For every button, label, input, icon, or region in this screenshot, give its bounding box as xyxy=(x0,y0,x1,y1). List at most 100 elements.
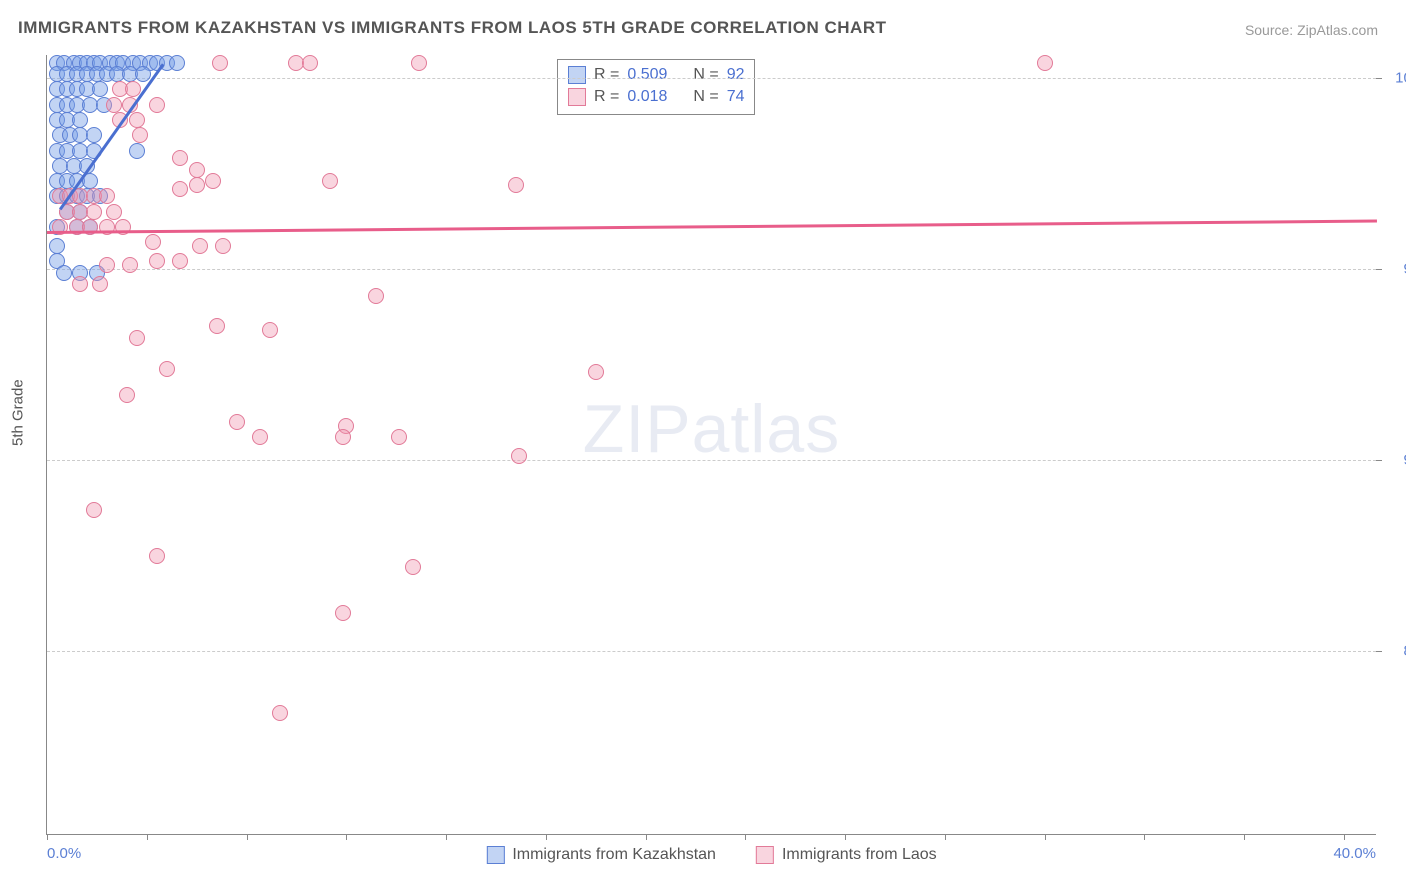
data-point xyxy=(72,112,88,128)
data-point xyxy=(335,429,351,445)
data-point xyxy=(149,97,165,113)
y-tick-label: 100.0% xyxy=(1386,69,1406,86)
data-point xyxy=(92,276,108,292)
legend-item-laos: Immigrants from Laos xyxy=(756,846,937,864)
y-tick-label: 85.0% xyxy=(1386,643,1406,660)
source-prefix: Source: xyxy=(1245,22,1297,38)
swatch-kazakhstan xyxy=(568,66,586,84)
data-point xyxy=(86,127,102,143)
swatch-laos xyxy=(568,88,586,106)
data-point xyxy=(149,253,165,269)
gridline-h xyxy=(47,269,1376,270)
x-axis-max-label: 40.0% xyxy=(1333,845,1376,862)
data-point xyxy=(129,330,145,346)
x-tick xyxy=(745,834,746,840)
y-tick xyxy=(1376,460,1382,461)
legend-row-laos: R = 0.018 N = 74 xyxy=(568,86,744,108)
legend-item-kazakhstan: Immigrants from Kazakhstan xyxy=(486,846,716,864)
data-point xyxy=(192,238,208,254)
data-point xyxy=(132,127,148,143)
swatch-kazakhstan xyxy=(486,846,504,864)
data-point xyxy=(209,318,225,334)
x-tick xyxy=(446,834,447,840)
x-tick xyxy=(546,834,547,840)
y-tick-label: 95.0% xyxy=(1386,261,1406,278)
x-tick xyxy=(646,834,647,840)
data-point xyxy=(215,238,231,254)
data-point xyxy=(159,361,175,377)
source-attribution: Source: ZipAtlas.com xyxy=(1245,22,1378,38)
data-point xyxy=(508,177,524,193)
n-value: 92 xyxy=(727,66,745,84)
data-point xyxy=(302,55,318,71)
data-point xyxy=(172,150,188,166)
x-tick xyxy=(1144,834,1145,840)
data-point xyxy=(99,257,115,273)
data-point xyxy=(129,112,145,128)
data-point xyxy=(86,502,102,518)
data-point xyxy=(368,288,384,304)
data-point xyxy=(86,204,102,220)
data-point xyxy=(411,55,427,71)
plot-area: ZIPatlas R = 0.509 N = 92 R = 0.018 N = … xyxy=(46,55,1376,835)
data-point xyxy=(106,204,122,220)
data-point xyxy=(99,188,115,204)
data-point xyxy=(169,55,185,71)
n-value: 74 xyxy=(727,88,745,106)
data-point xyxy=(252,429,268,445)
data-point xyxy=(122,257,138,273)
x-tick xyxy=(47,834,48,840)
swatch-laos xyxy=(756,846,774,864)
data-point xyxy=(262,322,278,338)
y-axis-label: 5th Grade xyxy=(10,379,27,446)
legend-row-kazakhstan: R = 0.509 N = 92 xyxy=(568,64,744,86)
y-tick xyxy=(1376,78,1382,79)
trend-line xyxy=(47,219,1377,233)
r-label: R = xyxy=(594,66,619,84)
y-tick-label: 90.0% xyxy=(1386,452,1406,469)
data-point xyxy=(72,276,88,292)
data-point xyxy=(335,605,351,621)
x-tick xyxy=(247,834,248,840)
correlation-legend: R = 0.509 N = 92 R = 0.018 N = 74 xyxy=(557,59,755,115)
data-point xyxy=(322,173,338,189)
data-point xyxy=(56,265,72,281)
data-point xyxy=(149,548,165,564)
x-tick xyxy=(1045,834,1046,840)
data-point xyxy=(511,448,527,464)
x-tick xyxy=(147,834,148,840)
data-point xyxy=(205,173,221,189)
r-value: 0.509 xyxy=(627,66,677,84)
n-label: N = xyxy=(693,88,718,106)
n-label: N = xyxy=(693,66,718,84)
y-tick xyxy=(1376,269,1382,270)
data-point xyxy=(145,234,161,250)
x-tick xyxy=(1244,834,1245,840)
x-tick xyxy=(346,834,347,840)
data-point xyxy=(405,559,421,575)
data-point xyxy=(49,238,65,254)
gridline-h xyxy=(47,460,1376,461)
x-tick xyxy=(845,834,846,840)
gridline-h xyxy=(47,78,1376,79)
data-point xyxy=(106,97,122,113)
source-link[interactable]: ZipAtlas.com xyxy=(1297,22,1378,38)
series-legend: Immigrants from Kazakhstan Immigrants fr… xyxy=(486,846,936,864)
chart-title: IMMIGRANTS FROM KAZAKHSTAN VS IMMIGRANTS… xyxy=(18,18,887,38)
data-point xyxy=(1037,55,1053,71)
data-point xyxy=(92,81,108,97)
x-axis-min-label: 0.0% xyxy=(47,845,81,862)
legend-label: Immigrants from Laos xyxy=(782,846,937,864)
data-point xyxy=(272,705,288,721)
data-point xyxy=(119,387,135,403)
y-tick xyxy=(1376,651,1382,652)
x-tick xyxy=(945,834,946,840)
gridline-h xyxy=(47,651,1376,652)
watermark: ZIPatlas xyxy=(583,390,840,468)
data-point xyxy=(189,177,205,193)
data-point xyxy=(172,181,188,197)
data-point xyxy=(129,143,145,159)
legend-label: Immigrants from Kazakhstan xyxy=(512,846,716,864)
data-point xyxy=(189,162,205,178)
data-point xyxy=(212,55,228,71)
